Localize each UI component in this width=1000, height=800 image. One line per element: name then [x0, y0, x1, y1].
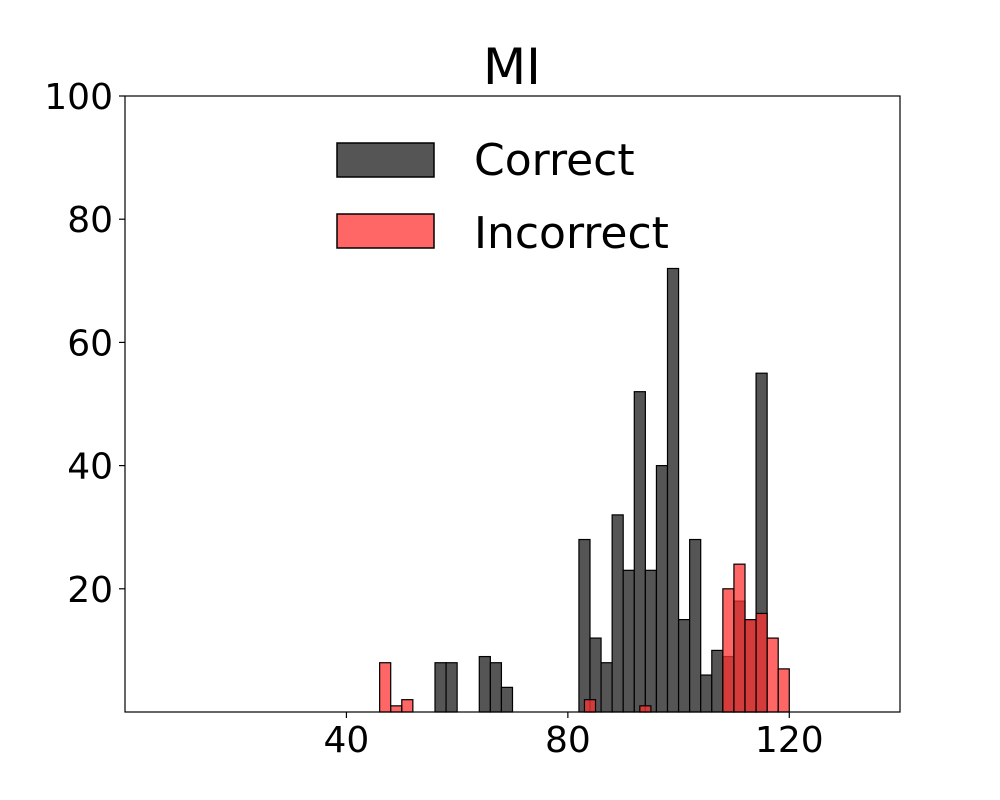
y-tick-label: 60 [67, 323, 113, 364]
correct-bar [600, 662, 613, 713]
correct-bar [644, 569, 658, 713]
incorrect-bar [379, 662, 392, 713]
correct-bar [611, 514, 624, 713]
correct-bar [711, 649, 724, 713]
incorrect-bar [639, 705, 652, 713]
incorrect-bar [755, 612, 768, 713]
x-tick-label: 40 [324, 720, 370, 761]
y-tick-label: 100 [44, 77, 113, 118]
correct-bar [633, 391, 646, 713]
correct-bar [655, 465, 669, 713]
correct-bars [434, 267, 768, 713]
incorrect-bar [583, 699, 597, 713]
correct-bar [666, 267, 680, 713]
y-tick-label: 80 [67, 200, 113, 241]
correct-bar [578, 538, 591, 713]
y-tick-label: 20 [67, 570, 113, 611]
legend-swatch-incorrect [336, 213, 435, 249]
chart-title: MI [483, 38, 541, 96]
correct-bar [700, 674, 713, 713]
x-tick-label: 80 [545, 720, 591, 761]
incorrect-bar [733, 563, 746, 713]
correct-bar [689, 538, 702, 713]
legend-swatch-correct [336, 142, 435, 178]
correct-bar [434, 662, 447, 713]
correct-bar [677, 618, 691, 713]
plot-area-frame [124, 95, 901, 713]
incorrect-bar [777, 668, 790, 713]
legend-label-correct: Correct [474, 135, 635, 186]
legend-label-incorrect: Incorrect [474, 208, 669, 259]
correct-bar [489, 662, 503, 713]
correct-bar [445, 662, 458, 713]
incorrect-bars [379, 563, 790, 713]
correct-bar [478, 655, 491, 713]
x-axis: 40 80 120 [324, 712, 824, 761]
correct-bar [500, 686, 514, 713]
correct-bar [622, 569, 635, 713]
x-tick-label: 120 [755, 720, 824, 761]
incorrect-bar [744, 618, 757, 713]
incorrect-bar [401, 699, 414, 713]
y-tick-label: 40 [67, 447, 113, 488]
incorrect-bar [722, 588, 735, 713]
incorrect-bar [766, 637, 779, 713]
legend: Correct Incorrect [336, 135, 669, 259]
incorrect-bar [390, 705, 403, 713]
y-axis: 20 40 60 80 100 [44, 77, 125, 611]
